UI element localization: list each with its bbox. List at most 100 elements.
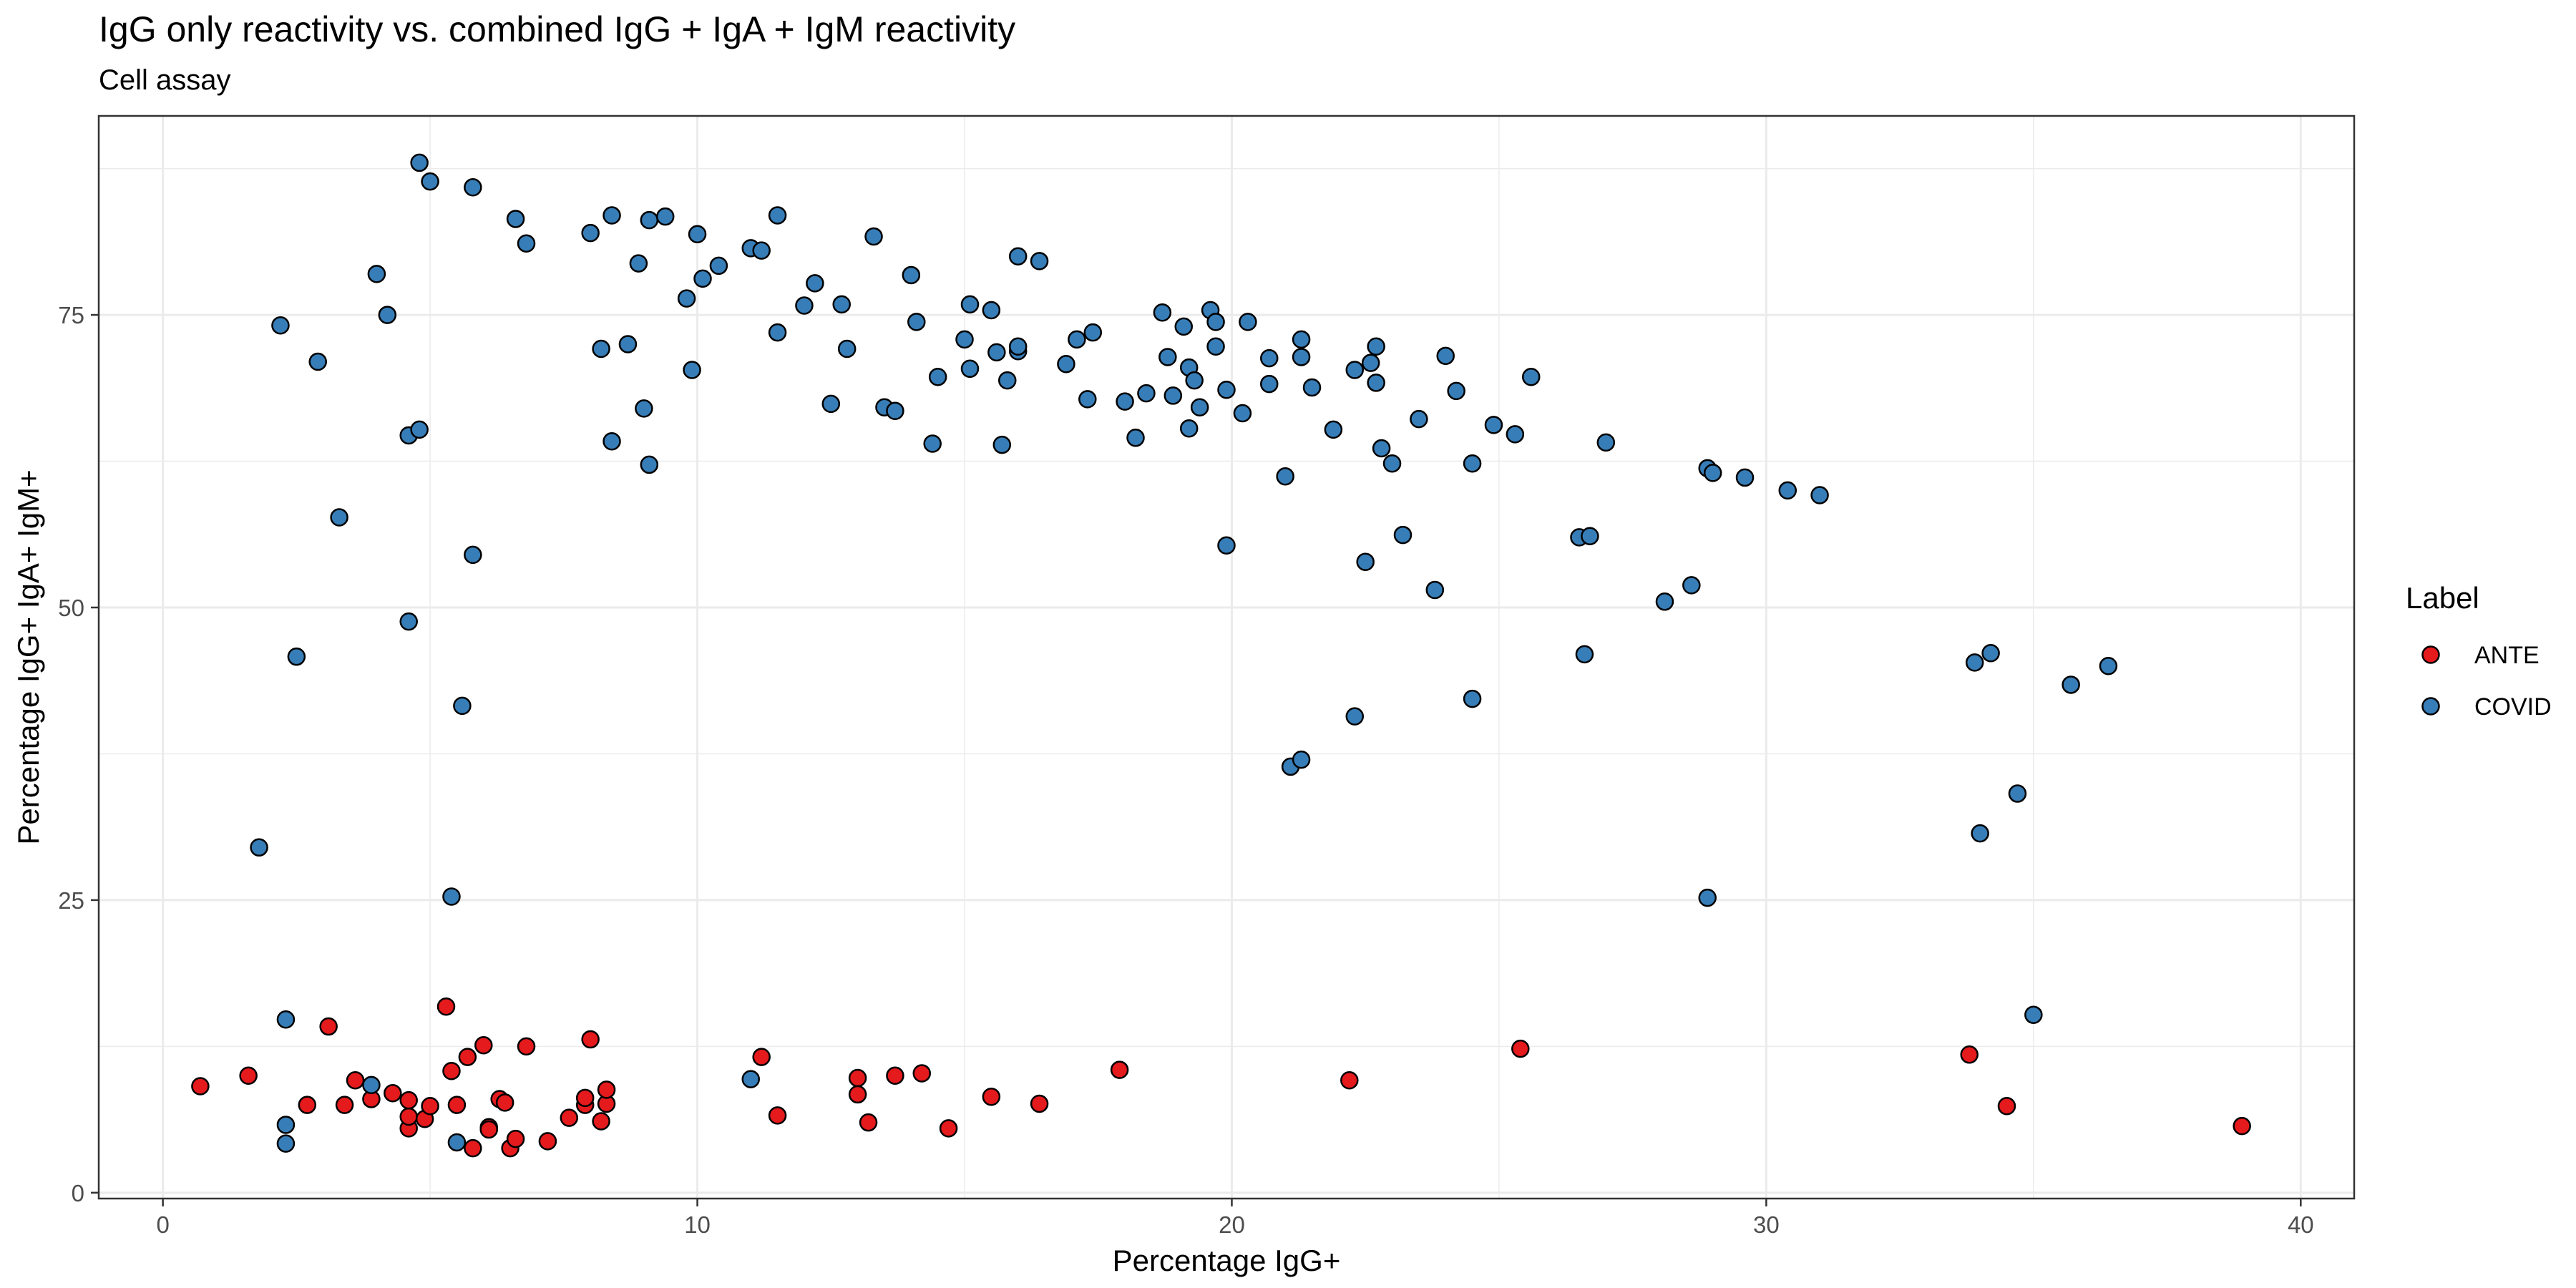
data-point-covid xyxy=(1233,404,1252,423)
y-tick-label: 50 xyxy=(58,595,84,621)
data-point-covid xyxy=(768,206,787,225)
data-point-covid xyxy=(276,1010,296,1029)
data-point-covid xyxy=(1698,888,1717,907)
data-point-covid xyxy=(1965,653,1984,672)
data-point-covid xyxy=(367,265,386,283)
data-point-ante xyxy=(298,1096,317,1114)
data-point-covid xyxy=(1206,337,1225,356)
x-tick-label: 40 xyxy=(2288,1211,2314,1238)
x-axis-title: Percentage IgG+ xyxy=(1113,1244,1341,1277)
data-point-ante xyxy=(592,1112,610,1131)
data-point-covid xyxy=(1463,454,1482,473)
data-point-covid xyxy=(602,206,621,225)
data-point-covid xyxy=(1345,707,1365,726)
y-tick-label: 25 xyxy=(58,887,84,914)
legend-label-covid: COVID xyxy=(2474,693,2552,721)
data-point-ante xyxy=(939,1119,958,1138)
data-point-ante xyxy=(2233,1116,2251,1136)
data-point-covid xyxy=(1217,380,1236,399)
data-point-covid xyxy=(1575,645,1594,664)
data-point-covid xyxy=(709,256,728,275)
data-point-covid xyxy=(1292,750,1311,769)
legend-key-ante xyxy=(2421,645,2440,664)
data-point-ante xyxy=(575,1088,595,1108)
data-point-covid xyxy=(955,330,974,349)
data-point-covid xyxy=(902,265,921,285)
data-point-covid xyxy=(1179,419,1199,438)
data-point-covid xyxy=(928,368,947,386)
data-point-covid xyxy=(960,359,980,379)
data-point-covid xyxy=(1382,454,1402,473)
data-point-covid xyxy=(1217,536,1236,555)
data-point-ante xyxy=(479,1120,499,1139)
data-point-covid xyxy=(1810,486,1829,504)
data-point-covid xyxy=(688,225,707,243)
data-point-covid xyxy=(378,306,397,324)
data-point-covid xyxy=(271,316,290,335)
data-point-covid xyxy=(1260,374,1279,394)
data-point-ante xyxy=(495,1093,514,1112)
data-point-covid xyxy=(768,323,787,342)
data-point-covid xyxy=(276,1116,296,1134)
data-point-covid xyxy=(330,508,348,527)
data-point-covid xyxy=(1506,425,1525,444)
data-point-ante xyxy=(1030,1094,1049,1113)
data-point-ante xyxy=(752,1048,771,1066)
data-point-covid xyxy=(1057,355,1075,374)
data-point-covid xyxy=(1239,313,1257,331)
data-point-covid xyxy=(635,399,653,418)
data-point-covid xyxy=(1068,330,1086,349)
legend-label-ante: ANTE xyxy=(2474,642,2540,669)
data-point-covid xyxy=(410,420,429,439)
x-tick-label: 30 xyxy=(1753,1211,1780,1238)
data-point-covid xyxy=(1596,433,1616,452)
data-point-covid xyxy=(2008,784,2027,803)
data-point-covid xyxy=(1292,348,1311,366)
data-point-covid xyxy=(1324,420,1343,439)
data-point-covid xyxy=(1735,468,1755,487)
data-point-covid xyxy=(1153,303,1172,322)
x-tick-label: 10 xyxy=(684,1211,711,1238)
data-point-covid xyxy=(1703,464,1722,482)
data-point-covid xyxy=(960,295,980,314)
data-point-covid xyxy=(886,401,904,420)
data-point-covid xyxy=(864,227,883,246)
data-point-covid xyxy=(1008,337,1028,356)
legend-key-covid xyxy=(2421,697,2440,716)
data-point-covid xyxy=(752,241,771,260)
legend-title: Label xyxy=(2406,581,2479,615)
data-point-covid xyxy=(655,207,675,226)
data-point-ante xyxy=(436,997,456,1016)
data-point-covid xyxy=(1655,592,1674,611)
data-point-ante xyxy=(346,1071,365,1090)
data-point-ante xyxy=(506,1129,525,1148)
data-point-covid xyxy=(410,153,429,172)
data-point-covid xyxy=(1078,390,1097,409)
data-point-covid xyxy=(1030,252,1049,270)
data-point-covid xyxy=(1126,429,1145,447)
data-point-covid xyxy=(987,343,1006,362)
data-point-ante xyxy=(560,1108,579,1127)
data-point-covid xyxy=(907,313,926,331)
plot-panel-border xyxy=(97,114,2356,1200)
data-point-ante xyxy=(982,1087,1001,1106)
data-point-covid xyxy=(1436,346,1455,366)
data-point-ante xyxy=(1340,1071,1359,1090)
axes: 0 10 20 30 40 0 25 50 75 xyxy=(58,302,2313,1238)
data-point-covid xyxy=(506,210,525,228)
data-point-ante xyxy=(768,1106,787,1125)
x-tick-label: 0 xyxy=(156,1211,169,1238)
data-point-covid xyxy=(923,434,942,453)
y-tick-label: 75 xyxy=(58,302,84,328)
data-point-ante xyxy=(886,1066,904,1085)
data-point-ante xyxy=(912,1064,932,1083)
data-point-ante xyxy=(848,1085,867,1104)
data-point-covid xyxy=(1682,576,1701,595)
data-point-ante xyxy=(442,1061,461,1080)
chart-title: IgG only reactivity vs. combined IgG + I… xyxy=(99,9,1015,49)
data-point-covid xyxy=(1393,525,1413,545)
data-point-covid xyxy=(442,887,461,906)
data-point-covid xyxy=(1158,348,1177,366)
data-point-ante xyxy=(335,1096,354,1114)
